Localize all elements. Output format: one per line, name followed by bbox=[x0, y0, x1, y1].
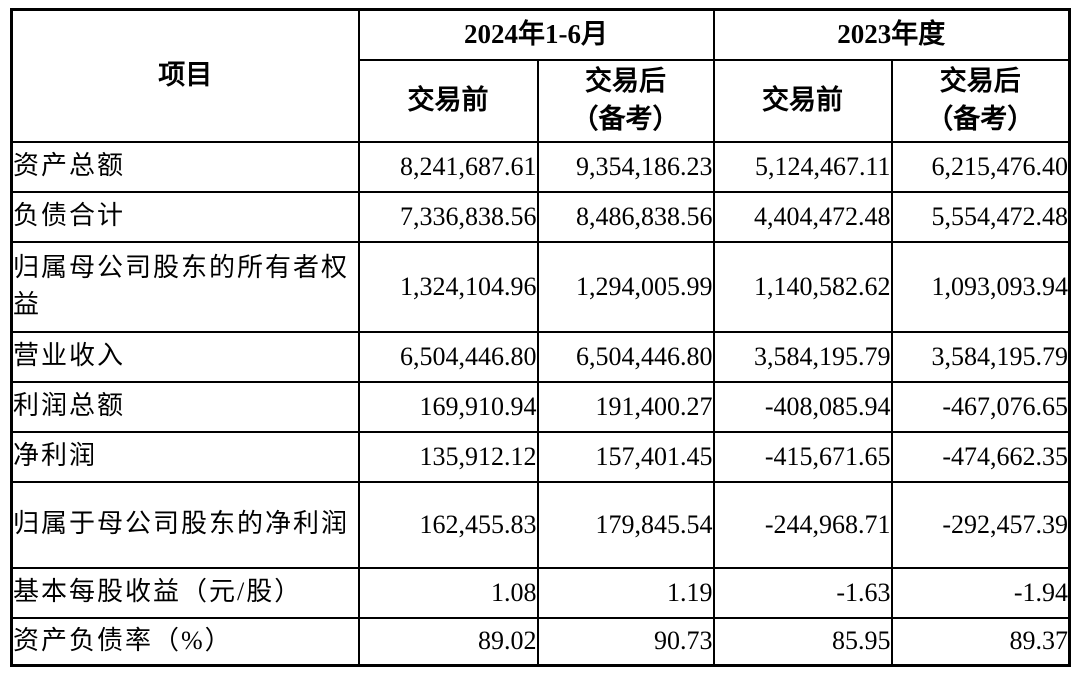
row-label: 负债合计 bbox=[10, 190, 360, 243]
value-cell: 162,455.83 bbox=[357, 480, 539, 569]
row-label: 归属于母公司股东的净利润 bbox=[10, 480, 360, 569]
row-label: 归属母公司股东的所有者权益 bbox=[10, 240, 360, 333]
table-row-basic-eps: 基本每股收益（元/股） 1.08 1.19 -1.63 -1.94 bbox=[10, 566, 1071, 619]
value-cell: 1,324,104.96 bbox=[357, 240, 539, 333]
value-cell: -408,085.94 bbox=[712, 380, 893, 433]
value-cell: 169,910.94 bbox=[357, 380, 539, 433]
table-row-total-profit: 利润总额 169,910.94 191,400.27 -408,085.94 -… bbox=[10, 380, 1071, 433]
value-cell: 3,584,195.79 bbox=[712, 330, 893, 383]
row-label: 资产负债率（%） bbox=[10, 616, 360, 667]
value-cell: 1,093,093.94 bbox=[890, 240, 1071, 333]
value-cell: 1.08 bbox=[357, 566, 539, 619]
value-cell: 89.37 bbox=[890, 616, 1071, 667]
value-cell: 135,912.12 bbox=[357, 430, 539, 483]
value-cell: 9,354,186.23 bbox=[536, 140, 715, 193]
value-cell: -467,076.65 bbox=[890, 380, 1071, 433]
value-cell: 89.02 bbox=[357, 616, 539, 667]
value-cell: 179,845.54 bbox=[536, 480, 715, 569]
value-cell: 5,554,472.48 bbox=[890, 190, 1071, 243]
table-row-debt-ratio: 资产负债率（%） 89.02 90.73 85.95 89.37 bbox=[10, 616, 1071, 667]
value-cell: -415,671.65 bbox=[712, 430, 893, 483]
table-row-total-assets: 资产总额 8,241,687.61 9,354,186.23 5,124,467… bbox=[10, 140, 1071, 193]
value-cell: 191,400.27 bbox=[536, 380, 715, 433]
period-2023-header: 2023年度 bbox=[712, 8, 1071, 61]
post-transaction-2024-header: 交易后 （备考） bbox=[536, 58, 715, 143]
table-row-parent-equity: 归属母公司股东的所有者权益 1,324,104.96 1,294,005.99 … bbox=[10, 240, 1071, 333]
header-row-scenarios: 交易前 交易后 （备考） 交易前 交易后 （备考） bbox=[12, 58, 1071, 143]
value-cell: 3,584,195.79 bbox=[890, 330, 1071, 383]
value-cell: 85.95 bbox=[712, 616, 893, 667]
value-cell: 5,124,467.11 bbox=[712, 140, 893, 193]
value-cell: 157,401.45 bbox=[536, 430, 715, 483]
items-column-header: 项目 bbox=[10, 8, 360, 143]
financial-comparison-table: 项目 2024年1-6月 2023年度 交易前 交易后 （备考） 交易前 交易后… bbox=[10, 8, 1071, 667]
value-cell: 6,215,476.40 bbox=[890, 140, 1071, 193]
value-cell: 4,404,472.48 bbox=[712, 190, 893, 243]
table-row-operating-revenue: 营业收入 6,504,446.80 6,504,446.80 3,584,195… bbox=[10, 330, 1071, 383]
value-cell: -244,968.71 bbox=[712, 480, 893, 569]
value-cell: 1,294,005.99 bbox=[536, 240, 715, 333]
header-row-periods: 项目 2024年1-6月 2023年度 bbox=[10, 8, 1071, 143]
value-cell: -292,457.39 bbox=[890, 480, 1071, 569]
row-label: 资产总额 bbox=[10, 140, 360, 193]
table-row-net-profit: 净利润 135,912.12 157,401.45 -415,671.65 -4… bbox=[10, 430, 1071, 483]
value-cell: 90.73 bbox=[536, 616, 715, 667]
value-cell: 8,241,687.61 bbox=[357, 140, 539, 193]
value-cell: 7,336,838.56 bbox=[357, 190, 539, 243]
value-cell: 8,486,838.56 bbox=[536, 190, 715, 243]
period-2024-header: 2024年1-6月 bbox=[357, 8, 715, 61]
row-label: 利润总额 bbox=[10, 380, 360, 433]
value-cell: -474,662.35 bbox=[890, 430, 1071, 483]
row-label: 基本每股收益（元/股） bbox=[10, 566, 360, 619]
pre-transaction-2023-header: 交易前 bbox=[712, 58, 893, 143]
row-label: 净利润 bbox=[10, 430, 360, 483]
value-cell: 6,504,446.80 bbox=[357, 330, 539, 383]
value-cell: -1.63 bbox=[712, 566, 893, 619]
value-cell: 1.19 bbox=[536, 566, 715, 619]
post-transaction-2023-header: 交易后 （备考） bbox=[890, 58, 1071, 143]
value-cell: 1,140,582.62 bbox=[712, 240, 893, 333]
value-cell: -1.94 bbox=[890, 566, 1071, 619]
table-row-total-liabilities: 负债合计 7,336,838.56 8,486,838.56 4,404,472… bbox=[10, 190, 1071, 243]
table-row-parent-net-profit: 归属于母公司股东的净利润 162,455.83 179,845.54 -244,… bbox=[10, 480, 1071, 569]
pre-transaction-2024-header: 交易前 bbox=[357, 58, 539, 143]
value-cell: 6,504,446.80 bbox=[536, 330, 715, 383]
row-label: 营业收入 bbox=[10, 330, 360, 383]
